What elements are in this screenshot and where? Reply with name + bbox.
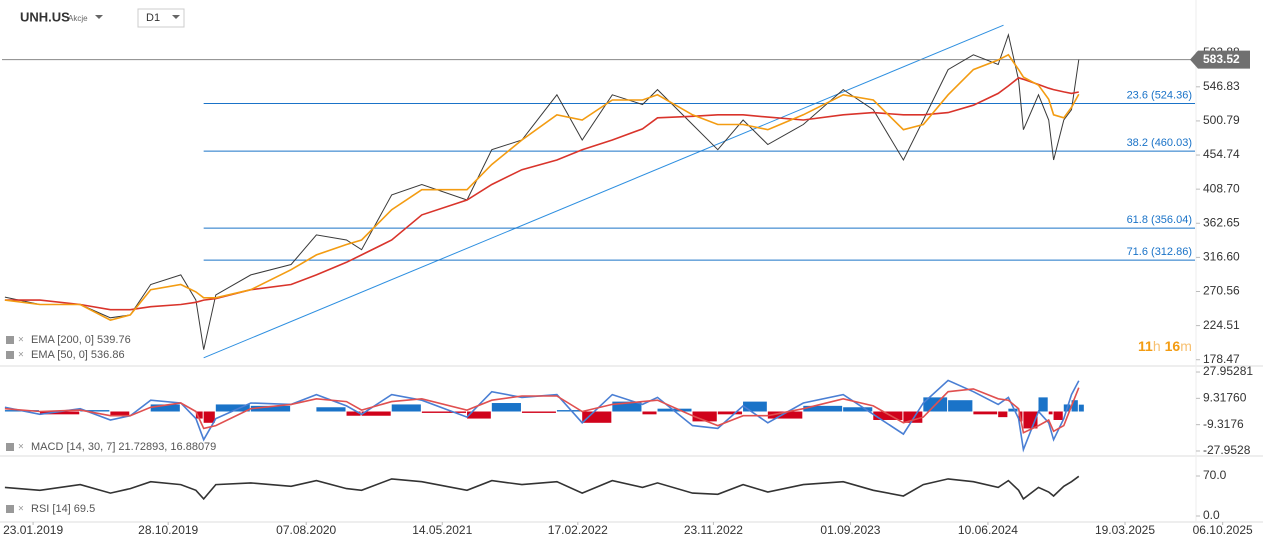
histogram-bar xyxy=(903,411,923,423)
interval-arrow xyxy=(172,15,180,19)
histogram-bar xyxy=(1038,397,1048,412)
histogram-bar xyxy=(642,411,657,415)
timer-h: h xyxy=(1153,338,1161,354)
series-line xyxy=(4,32,1080,350)
x-tick-label: 23.11.2022 xyxy=(684,523,743,537)
x-tick-label: 06.10.2025 xyxy=(1193,523,1253,537)
interval: D1 xyxy=(146,12,160,24)
histogram-bar xyxy=(110,411,130,416)
last-price-tag xyxy=(1190,50,1250,69)
histogram-bar xyxy=(1053,411,1063,420)
legend-close: × xyxy=(18,504,24,515)
x-tick-label: 28.10.2019 xyxy=(138,523,198,537)
x-tick-label: 07.08.2020 xyxy=(276,523,336,537)
histogram-bar xyxy=(80,410,110,412)
histogram-bar xyxy=(582,411,612,423)
histogram-bar xyxy=(973,411,998,415)
legend-label: MACD [14, 30, 7] 21.72893, 16.88079 xyxy=(31,441,216,453)
histogram-bar xyxy=(203,411,215,423)
legend-icon xyxy=(6,443,14,451)
x-tick-label: 23.01.2019 xyxy=(3,523,63,537)
y-tick-label: 9.31760 xyxy=(1203,391,1247,405)
series-line xyxy=(4,53,1080,321)
x-tick-label: 19.03.2025 xyxy=(1095,523,1155,537)
histogram-bar xyxy=(556,410,582,412)
asset-class: Akcje xyxy=(68,14,88,23)
y-tick-label: 316.60 xyxy=(1203,250,1240,264)
series-line xyxy=(4,76,1079,311)
y-tick-label: 70.0 xyxy=(1203,468,1227,482)
y-tick-label: 224.51 xyxy=(1203,318,1240,332)
histogram-bar xyxy=(743,401,767,412)
legend-label: EMA [50, 0] 536.86 xyxy=(31,349,125,361)
y-tick-label: 0.0 xyxy=(1203,508,1220,522)
histogram-bar xyxy=(692,411,717,422)
timer-minutes: 16 xyxy=(1165,338,1181,354)
timer-hours: 11 xyxy=(1138,338,1153,354)
histogram-bar xyxy=(39,411,80,415)
y-tick-label: 362.65 xyxy=(1203,215,1240,229)
timer-m: m xyxy=(1180,338,1192,354)
histogram-bar xyxy=(767,411,803,419)
histogram-bar xyxy=(316,407,346,412)
histogram-bar xyxy=(361,411,391,416)
x-tick-label: 17.02.2022 xyxy=(548,523,608,537)
timer: 11h 16m xyxy=(1138,338,1192,354)
histogram-bar xyxy=(998,411,1008,418)
histogram-bar xyxy=(1078,404,1084,412)
legend-label: RSI [14] 69.5 xyxy=(31,503,95,515)
legend-icon xyxy=(6,336,14,344)
x-tick-label: 14.05.2021 xyxy=(412,523,472,537)
last-price-label: 583.52 xyxy=(1203,52,1240,66)
histogram-bar xyxy=(150,404,180,412)
y-tick-label: -27.9528 xyxy=(1203,443,1251,457)
series-line xyxy=(4,379,1080,453)
histogram-bar xyxy=(521,411,556,413)
histogram-bar xyxy=(391,404,421,412)
histogram-bar xyxy=(873,411,903,420)
fibonacci-label: 61.8 (356.04) xyxy=(1127,214,1192,226)
histogram-bar xyxy=(948,400,973,412)
x-tick-label: 10.06.2024 xyxy=(958,523,1018,537)
histogram-bar xyxy=(612,401,642,412)
y-tick-label: 546.83 xyxy=(1203,79,1240,93)
histogram-bar xyxy=(215,404,250,412)
y-tick-label: -9.3176 xyxy=(1203,417,1244,431)
interval-select[interactable] xyxy=(137,8,185,28)
y-tick-label: 500.79 xyxy=(1203,113,1240,127)
histogram-bar xyxy=(491,403,521,412)
histogram-bar xyxy=(421,411,467,413)
series-line xyxy=(4,475,1080,501)
fibonacci-label: 38.2 (460.03) xyxy=(1127,137,1192,149)
histogram-bar xyxy=(346,411,361,416)
histogram-bar xyxy=(843,407,873,412)
y-tick-label: 270.56 xyxy=(1203,284,1240,298)
histogram-bar xyxy=(250,405,291,412)
histogram-bar xyxy=(1048,411,1053,415)
y-tick-label: 27.95281 xyxy=(1203,364,1253,378)
histogram-bar xyxy=(803,405,843,412)
histogram-bar xyxy=(717,411,743,415)
y-tick-label: 178.47 xyxy=(1203,352,1240,366)
series-line xyxy=(4,387,1080,434)
legend-close: × xyxy=(18,350,24,361)
legend-icon xyxy=(6,505,14,513)
symbol-dropdown[interactable] xyxy=(95,15,103,19)
legend-close: × xyxy=(18,335,24,346)
legend-icon xyxy=(6,351,14,359)
x-tick-label: 01.09.2023 xyxy=(820,523,880,537)
histogram-bar xyxy=(467,411,491,419)
histogram-bar xyxy=(195,411,203,419)
y-tick-label: 454.74 xyxy=(1203,147,1240,161)
symbol: UNH.US xyxy=(20,9,70,24)
legend-label: EMA [200, 0] 539.76 xyxy=(31,334,131,346)
y-tick-label: 408.70 xyxy=(1203,181,1240,195)
histogram-bar xyxy=(1071,400,1078,412)
fibonacci-label: 23.6 (524.36) xyxy=(1127,89,1192,101)
fibonacci-label: 71.6 (312.86) xyxy=(1127,246,1192,258)
trend-line xyxy=(203,24,1004,359)
legend-close: × xyxy=(18,442,24,453)
histogram-bar xyxy=(1008,408,1018,412)
